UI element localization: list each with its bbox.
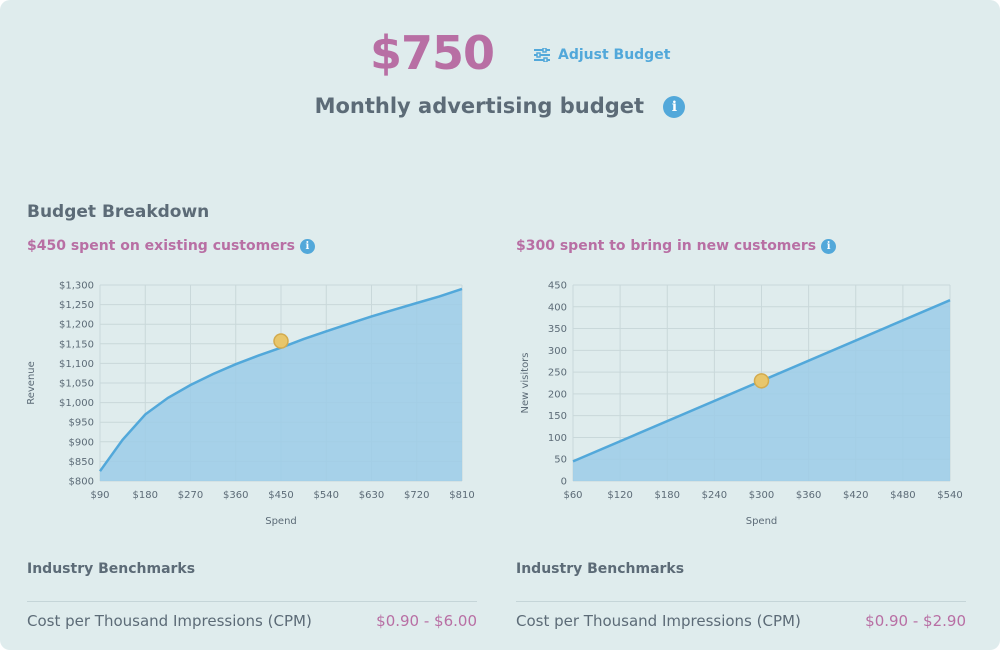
x-tick-label: $810 (449, 490, 474, 501)
y-tick-label: 350 (548, 324, 567, 335)
x-tick-label: $480 (890, 490, 915, 501)
y-tick-label: 200 (548, 389, 567, 400)
divider (516, 601, 966, 602)
y-tick-label: 400 (548, 302, 567, 313)
y-tick-label: $850 (69, 457, 94, 468)
y-tick-label: 100 (548, 433, 567, 444)
x-tick-label: $630 (359, 490, 384, 501)
existing-customers-chart: $90 $180 $270 $360 $450 $540 $630 $720 $810 $800 $… (26, 281, 475, 528)
x-axis-label: Spend (265, 516, 297, 527)
right-benchmarks-title: Industry Benchmarks (516, 561, 685, 577)
series-area (100, 288, 462, 481)
info-icon[interactable]: i (663, 96, 686, 118)
x-tick-label: $720 (404, 490, 429, 501)
y-tick-label: 0 (561, 477, 567, 488)
divider (27, 601, 477, 602)
new-customers-chart: $60 $120 $180 $240 $300 $360 $420 $480 $540 0 50 10… (520, 281, 963, 528)
budget-marker[interactable] (753, 373, 770, 389)
section-title: Budget Breakdown (27, 202, 210, 222)
y-tick-label: 50 (554, 455, 567, 466)
adjust-budget-button[interactable]: Adjust Budget (534, 44, 670, 66)
x-tick-label: $120 (607, 490, 632, 501)
x-axis-label: Spend (746, 516, 778, 527)
benchmark-value: $0.90 - $6.00 (376, 612, 477, 630)
y-tick-label: $1,150 (59, 339, 94, 350)
y-axis-label: New visitors (520, 352, 531, 413)
page-subtitle: Monthly advertising budget i (0, 94, 1000, 118)
x-tick-label: $300 (749, 490, 774, 501)
y-tick-label: 450 (548, 281, 567, 292)
y-tick-label: $900 (69, 437, 94, 448)
left-benchmarks-title: Industry Benchmarks (27, 561, 196, 577)
y-tick-label: $1,050 (59, 379, 94, 390)
x-tick-label: $360 (796, 490, 821, 501)
adjust-budget-label: Adjust Budget (558, 47, 671, 63)
x-tick-label: $180 (655, 490, 680, 501)
benchmark-value: $0.90 - $2.90 (865, 612, 966, 630)
y-tick-label: $1,300 (59, 281, 94, 292)
x-tick-label: $540 (314, 490, 339, 501)
sliders-icon (534, 48, 550, 62)
benchmark-label: Cost per Thousand Impressions (CPM) (516, 612, 801, 630)
x-tick-label: $60 (563, 490, 582, 501)
left-pane-title-text: $450 spent on existing customers (27, 238, 295, 254)
left-pane-title: $450 spent on existing customers i (27, 238, 315, 254)
x-tick-label: $450 (268, 490, 293, 501)
right-pane-title-text: $300 spent to bring in new customers (516, 238, 817, 254)
y-tick-label: 250 (548, 368, 567, 379)
info-icon[interactable]: i (299, 238, 315, 254)
budget-amount: $750 (370, 26, 495, 80)
right-pane-title: $300 spent to bring in new customers i (516, 238, 837, 254)
y-tick-label: 300 (548, 346, 567, 357)
x-tick-label: $540 (937, 490, 962, 501)
subtitle-text: Monthly advertising budget (314, 94, 645, 118)
y-tick-label: $1,200 (59, 320, 94, 331)
y-axis-label: Revenue (26, 361, 37, 405)
budget-marker[interactable] (273, 333, 289, 349)
x-tick-label: $270 (178, 490, 203, 501)
x-tick-label: $90 (90, 490, 109, 501)
x-tick-label: $420 (843, 490, 868, 501)
series-area (573, 300, 950, 481)
y-tick-label: $950 (69, 418, 94, 429)
x-tick-label: $360 (223, 490, 248, 501)
benchmark-label: Cost per Thousand Impressions (CPM) (27, 612, 312, 630)
y-tick-label: $800 (69, 477, 94, 488)
y-tick-label: $1,000 (59, 398, 94, 409)
y-tick-label: $1,100 (59, 359, 94, 370)
info-icon[interactable]: i (821, 238, 837, 254)
x-tick-label: $180 (133, 490, 158, 501)
x-tick-label: $240 (702, 490, 727, 501)
right-benchmark-row: Cost per Thousand Impressions (CPM) $0.9… (516, 612, 966, 630)
y-tick-label: 150 (548, 411, 567, 422)
left-benchmark-row: Cost per Thousand Impressions (CPM) $0.9… (27, 612, 477, 630)
y-tick-label: $1,250 (59, 300, 94, 311)
